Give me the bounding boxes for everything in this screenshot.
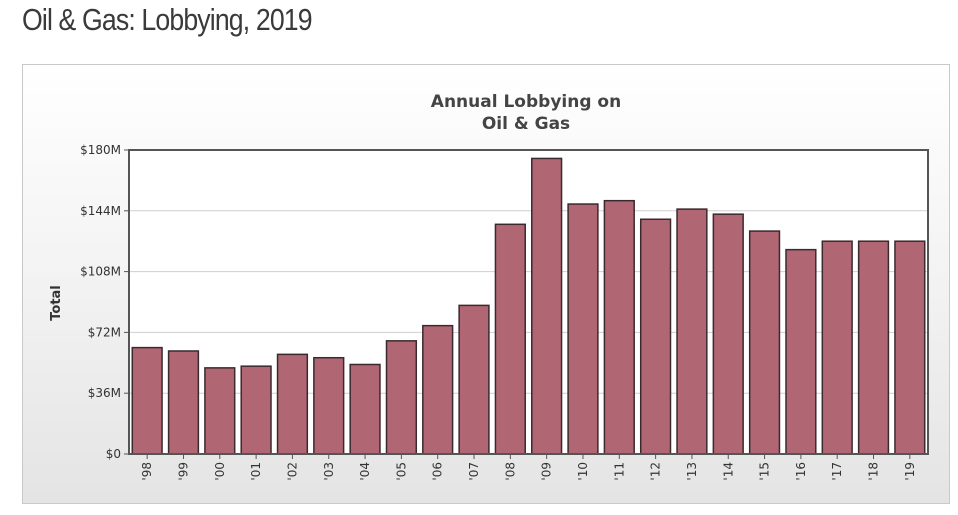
- bar: [240, 365, 272, 455]
- x-tick-label: '12: [649, 462, 663, 481]
- x-tick-label: '07: [467, 462, 481, 481]
- x-tick-label: '13: [685, 462, 699, 481]
- bar: [857, 240, 890, 455]
- x-tick-label: '16: [794, 462, 808, 481]
- plot-border: [128, 149, 929, 455]
- x-tick-label: '98: [140, 462, 154, 481]
- plot-area: $0 $36M $72M $108M $144M $180M '98 '99 '00 '01 '02…: [80, 143, 929, 481]
- x-tick-label: '03: [322, 462, 336, 481]
- x-tick-label: '05: [394, 462, 408, 481]
- bar: [131, 346, 163, 455]
- bar: [748, 230, 781, 455]
- x-tick-label: '14: [721, 462, 735, 481]
- bar: [894, 240, 926, 455]
- chart-panel: Annual Lobbying on Oil & Gas Total $0 $36…: [22, 64, 950, 504]
- bar: [313, 356, 345, 455]
- x-tick-label: '11: [612, 462, 626, 481]
- x-tick-label: '04: [358, 462, 372, 481]
- bar: [712, 213, 744, 455]
- bar: [821, 240, 853, 455]
- bar: [531, 157, 563, 455]
- bar: [167, 350, 200, 455]
- bar: [458, 304, 490, 455]
- bar: [204, 367, 236, 455]
- y-tick-label: $72M: [88, 325, 121, 339]
- chart-title-line-1: Annual Lobbying on: [431, 92, 621, 112]
- bar: [422, 324, 454, 455]
- y-tick-label: $144M: [80, 204, 121, 218]
- bar: [494, 223, 526, 455]
- x-tick-label: '99: [176, 462, 190, 481]
- bar: [639, 218, 672, 455]
- chart-title-line-2: Oil & Gas: [482, 114, 570, 134]
- bar: [785, 248, 817, 455]
- x-tick-label: '09: [540, 462, 554, 481]
- y-tick-label: $108M: [80, 265, 121, 279]
- y-tick-label: $0: [106, 447, 121, 461]
- x-tick-label: '10: [576, 462, 590, 481]
- bar-chart: Annual Lobbying on Oil & Gas Total $0 $36…: [49, 92, 929, 481]
- x-tick-label: '01: [249, 462, 263, 481]
- bar: [385, 340, 418, 455]
- bar: [567, 203, 599, 455]
- x-tick-label: '00: [213, 462, 227, 481]
- x-tick-label: '08: [503, 462, 517, 481]
- y-tick-label: $180M: [80, 143, 121, 157]
- x-tick-label: '06: [431, 462, 445, 481]
- x-tick-label: '19: [903, 462, 917, 481]
- bar: [276, 353, 309, 455]
- x-tick-label: '18: [867, 462, 881, 481]
- y-tick-label: $36M: [88, 386, 121, 400]
- bar: [349, 363, 381, 455]
- x-tick-label: '02: [285, 462, 299, 481]
- y-axis-label: Total: [49, 285, 64, 321]
- x-tick-label: '17: [830, 462, 844, 481]
- page-title: Oil & Gas: Lobbying, 2019: [22, 2, 313, 37]
- bar: [603, 199, 635, 455]
- bar: [676, 208, 708, 455]
- x-tick-label: '15: [758, 462, 772, 481]
